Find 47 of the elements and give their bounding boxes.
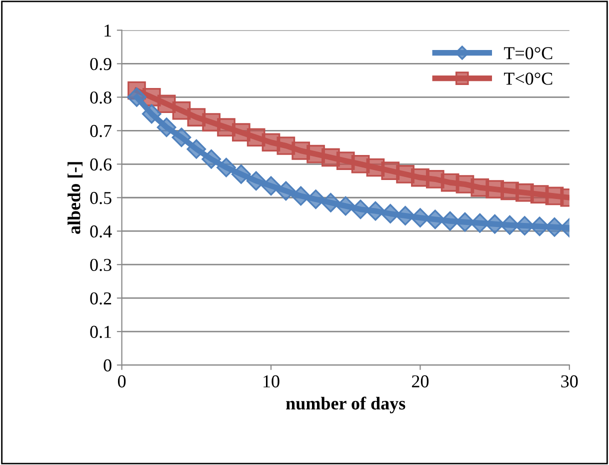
point xyxy=(231,164,251,184)
y-tick-label: 1 xyxy=(104,24,111,36)
x-tick-label: 30 xyxy=(561,375,578,388)
point xyxy=(544,217,564,237)
y-tick-label: 0.4 xyxy=(90,225,112,238)
point xyxy=(440,211,460,231)
y-tick-label: 0.2 xyxy=(90,292,112,305)
point xyxy=(380,204,400,224)
point xyxy=(246,171,266,191)
point xyxy=(366,201,386,221)
y-tick-label: 0.1 xyxy=(90,326,111,338)
point xyxy=(321,192,340,212)
x-tick-label: 0 xyxy=(118,375,126,388)
y-tick-label: 0.8 xyxy=(90,91,112,104)
y-tick-label: 0.3 xyxy=(90,258,112,272)
point xyxy=(336,196,356,216)
point xyxy=(306,190,326,209)
point xyxy=(530,216,550,236)
point xyxy=(156,118,176,137)
point xyxy=(216,158,236,178)
y-tick-label: 0.6 xyxy=(90,158,112,171)
point xyxy=(127,88,146,107)
y-tick-label: 0.7 xyxy=(90,124,112,138)
point xyxy=(276,181,296,201)
point xyxy=(425,210,445,230)
point xyxy=(410,208,430,228)
point xyxy=(470,213,490,233)
x-axis-title: number of days xyxy=(286,396,406,414)
point xyxy=(455,212,475,232)
legend-label: T<0°C xyxy=(504,72,552,85)
y-axis-title: albedo [-] xyxy=(68,162,83,234)
y-tick-label: 0.5 xyxy=(90,192,112,204)
legend-label: T=0°C xyxy=(504,47,552,60)
y-tick-label: 0 xyxy=(104,359,112,372)
point xyxy=(291,186,311,206)
point xyxy=(186,139,206,159)
point xyxy=(485,214,504,234)
point xyxy=(142,104,162,124)
point xyxy=(500,215,520,235)
x-tick-label: 20 xyxy=(412,375,429,388)
y-tick-label: 0.9 xyxy=(90,58,112,70)
point xyxy=(202,149,221,169)
point xyxy=(172,128,192,148)
point xyxy=(350,200,370,220)
point xyxy=(261,176,281,196)
x-tick-label: 10 xyxy=(264,375,280,388)
point xyxy=(396,206,415,226)
